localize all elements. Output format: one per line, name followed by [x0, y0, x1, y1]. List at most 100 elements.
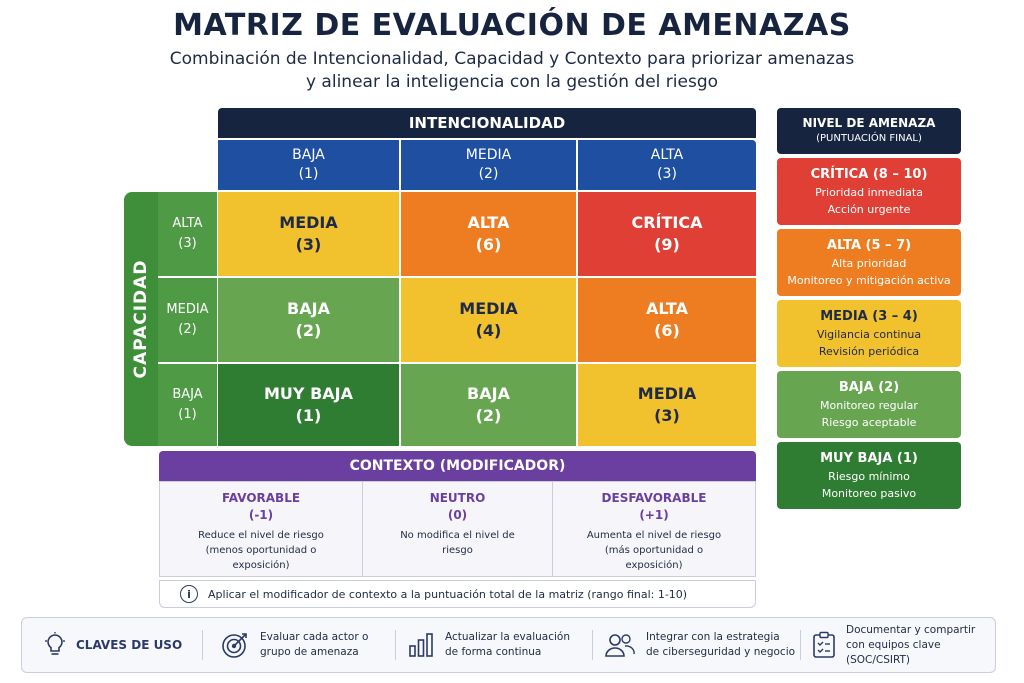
row-header-value: (2) [178, 322, 197, 337]
clipboard-icon [813, 631, 835, 658]
legend-item-line: Monitoreo pasivo [821, 487, 917, 500]
cell-score: (2) [475, 406, 502, 425]
row-header-baja: BAJA (1) [158, 364, 217, 446]
page-subtitle: Combinación de Intencionalidad, Capacida… [0, 48, 1024, 94]
context-favorable: FAVORABLE (-1) Reduce el nivel de riesgo… [160, 482, 362, 576]
column-header-media: MEDIA (2) [401, 140, 576, 190]
row-header-alta: ALTA (3) [158, 192, 217, 276]
cell-level: MEDIA [459, 299, 518, 318]
legend-item-critica: CRÍTICA (8 – 10) Prioridad inmediata Acc… [777, 158, 961, 225]
usage-key-line: de ciberseguridad y negocio [646, 646, 796, 658]
legend-header: NIVEL DE AMENAZA (PUNTUACIÓN FINAL) [777, 108, 961, 154]
legend-item-media: MEDIA (3 – 4) Vigilancia continua Revisi… [777, 300, 961, 367]
context-name: DESFAVORABLE [601, 491, 707, 505]
usage-key-line: grupo de amenaza [260, 646, 359, 658]
usage-key-item: Actualizar la evaluación de forma contin… [407, 618, 597, 672]
context-divider [552, 482, 553, 576]
legend-item-line: Riesgo aceptable [821, 416, 917, 429]
legend-item-line: Monitoreo regular [820, 399, 918, 412]
cell-level: CRÍTICA [631, 213, 703, 232]
lightbulb-icon [45, 632, 65, 655]
row-header-media: MEDIA (2) [158, 278, 217, 362]
legend-item-line: Alta prioridad [831, 257, 907, 270]
context-value: (-1) [248, 508, 274, 522]
context-desc: Aumenta el nivel de riesgo (más oportuni… [586, 530, 722, 571]
row-header-value: (1) [178, 407, 197, 422]
usage-key-line: Documentar y compartir [846, 623, 976, 636]
matrix-cell: BAJA (2) [401, 364, 576, 446]
target-icon [222, 633, 247, 658]
cell-score: (1) [295, 406, 322, 425]
context-note-text: Aplicar el modificador de contexto a la … [208, 587, 688, 601]
matrix-cell: MUY BAJA (1) [218, 364, 399, 446]
legend-item-line: Acción urgente [827, 203, 911, 216]
column-header-value: (1) [298, 166, 319, 182]
context-neutro: NEUTRO (0) No modifica el nivel de riesg… [363, 482, 552, 576]
legend-title: NIVEL DE AMENAZA [802, 116, 936, 130]
column-header-alta: ALTA (3) [578, 140, 756, 190]
cell-level: ALTA [646, 299, 688, 318]
usage-keys-bar: CLAVES DE USO Evaluar cada actor o grupo… [21, 617, 996, 673]
cell-level: BAJA [467, 384, 510, 403]
cell-level: BAJA [287, 299, 330, 318]
context-desfavorable: DESFAVORABLE (+1) Aumenta el nivel de ri… [553, 482, 755, 576]
cell-score: (2) [295, 321, 322, 340]
matrix-cell: MEDIA (3) [578, 364, 756, 446]
column-header-label: BAJA [292, 147, 325, 163]
context-note: i Aplicar el modificador de contexto a l… [159, 580, 756, 608]
footer-divider [800, 630, 801, 660]
context-divider [362, 482, 363, 576]
matrix-cell: CRÍTICA (9) [578, 192, 756, 276]
users-icon [605, 634, 635, 657]
row-header-label: ALTA [172, 216, 203, 231]
intent-header: INTENCIONALIDAD [218, 108, 756, 138]
cell-level: MUY BAJA [264, 384, 353, 403]
matrix-cell: ALTA (6) [578, 278, 756, 362]
matrix-cell: ALTA (6) [401, 192, 576, 276]
legend-item-muy-baja: MUY BAJA (1) Riesgo mínimo Monitoreo pas… [777, 442, 961, 509]
legend-item-line: Revisión periódica [818, 345, 920, 358]
bar-chart-icon [409, 633, 433, 657]
row-header-value: (3) [178, 236, 197, 251]
legend-item-title: CRÍTICA (8 – 10) [810, 167, 928, 182]
cell-level: MEDIA [279, 213, 338, 232]
usage-key-item: Evaluar cada actor o grupo de amenaza [220, 618, 410, 672]
page-title: MATRIZ DE EVALUACIÓN DE AMENAZAS [173, 8, 851, 43]
subtitle-line-1: Combinación de Intencionalidad, Capacida… [169, 49, 855, 69]
context-header: CONTEXTO (MODIFICADOR) [159, 451, 756, 481]
capacity-header: CAPACIDAD [131, 259, 151, 379]
cell-score: (3) [654, 406, 680, 425]
column-header-label: ALTA [650, 147, 684, 163]
column-header-value: (3) [657, 166, 677, 182]
column-header-value: (2) [478, 166, 499, 182]
usage-keys-label: CLAVES DE USO [76, 637, 183, 652]
column-header-baja: BAJA (1) [218, 140, 399, 190]
legend-item-alta: ALTA (5 – 7) Alta prioridad Monitoreo y … [777, 229, 961, 296]
usage-key-item: Integrar con la estrategia de cibersegur… [604, 618, 799, 672]
legend-item-baja: BAJA (2) Monitoreo regular Riesgo acepta… [777, 371, 961, 438]
context-panel: FAVORABLE (-1) Reduce el nivel de riesgo… [159, 481, 756, 577]
legend-item-line: Riesgo mínimo [828, 470, 910, 483]
row-header-label: BAJA [172, 387, 203, 402]
capacity-band [124, 192, 158, 446]
context-desc: Reduce el nivel de riesgo (menos oportun… [198, 530, 324, 571]
matrix-cell: BAJA (2) [218, 278, 399, 362]
context-value: (0) [447, 508, 468, 522]
usage-key-line: con equipos clave (SOC/CSIRT) [846, 638, 941, 666]
usage-key-line: Actualizar la evaluación [445, 631, 570, 643]
legend-item-line: Monitoreo y mitigación activa [787, 274, 951, 287]
cell-score: (6) [475, 235, 502, 254]
subtitle-line-2: y alinear la inteligencia con la gestión… [305, 72, 719, 92]
usage-key-line: Evaluar cada actor o [260, 631, 369, 643]
legend-item-title: MUY BAJA (1) [820, 451, 918, 466]
legend-subtitle: (PUNTUACIÓN FINAL) [816, 133, 922, 144]
legend-item-line: Vigilancia continua [816, 328, 922, 341]
matrix-cell: MEDIA (4) [401, 278, 576, 362]
info-icon: i [180, 585, 198, 603]
usage-key-line: de forma continua [445, 646, 542, 658]
footer-divider [592, 630, 593, 660]
cell-level: MEDIA [637, 384, 697, 403]
context-name: FAVORABLE [221, 491, 301, 505]
usage-keys-title: CLAVES DE USO [44, 618, 214, 672]
legend-item-title: BAJA (2) [838, 380, 900, 395]
